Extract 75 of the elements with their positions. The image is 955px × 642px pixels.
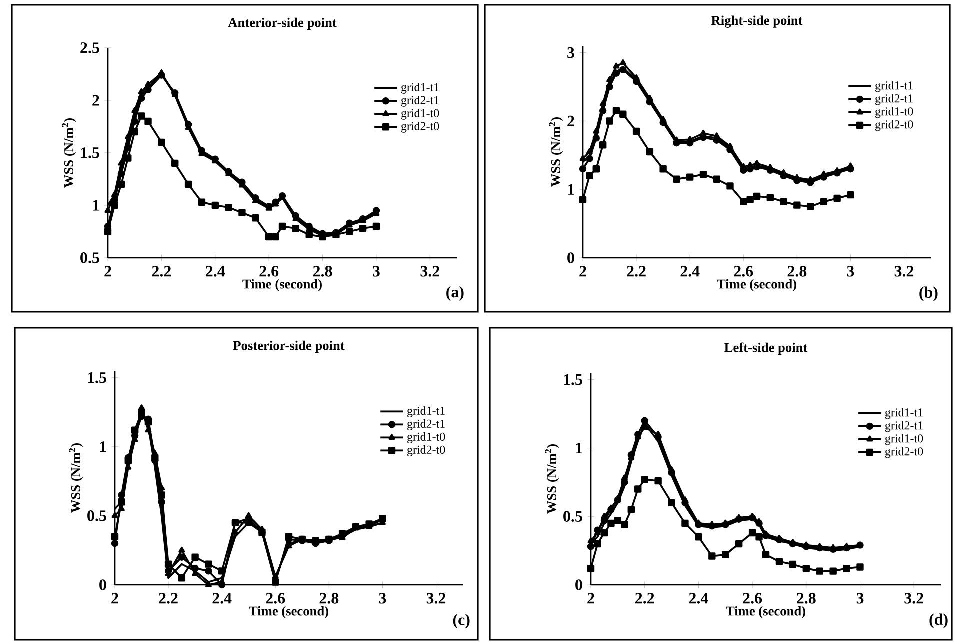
text: (a): [446, 286, 464, 301]
legend-label: grid2-t0: [885, 447, 924, 458]
x-tick-label: 2: [588, 593, 594, 604]
y-axis-title: WSS (N/m$^{2}$): [545, 444, 560, 514]
x-tick-label: 2.4: [680, 266, 700, 277]
legend-label: grid1-t1: [885, 408, 923, 420]
y-tick-label: 2: [568, 116, 574, 127]
x-tick-label: 3: [379, 593, 386, 604]
y-tick-label: 0: [576, 580, 582, 590]
y-tick-label: 0: [100, 580, 106, 590]
y-tick-label: 2.5: [80, 42, 100, 54]
y-axis-title: WSS (N/m$^{2}$): [549, 118, 564, 187]
y-tick-label: 1: [93, 200, 100, 211]
text: (d): [930, 614, 948, 628]
x-tick-label: 2.4: [689, 593, 708, 604]
y-tick-label: 1: [568, 184, 574, 195]
legend-label: grid2-t0: [876, 120, 914, 132]
chart-title: Left-side point: [724, 342, 808, 355]
x-tick-label: 3.2: [426, 593, 446, 604]
legend-label: grid2-t1: [401, 96, 439, 107]
x-axis-title: Time (second): [726, 606, 806, 618]
y-tick-label: 0.5: [564, 511, 582, 522]
x-tick-label: 2.4: [212, 593, 232, 604]
legend-label: grid1-t0: [401, 108, 440, 120]
chart-title: Anterior-side point: [228, 18, 337, 30]
x-axis-title: Time (second): [242, 279, 322, 292]
x-tick-label: 2.2: [636, 593, 654, 604]
legend-label: grid2-t1: [876, 94, 913, 106]
x-tick-label: 3.2: [420, 266, 440, 277]
text: (b): [920, 286, 938, 302]
y-tick-label: 1: [576, 442, 582, 454]
y-tick-label: 0.5: [80, 252, 100, 264]
x-tick-label: 2.2: [152, 266, 172, 277]
legend-label: grid1-t0: [407, 432, 446, 444]
y-tick-label: 3: [568, 47, 574, 58]
x-tick-label: 2.6: [734, 266, 754, 277]
x-tick-label: 3: [856, 593, 864, 604]
y-tick-label: 1.5: [564, 374, 582, 386]
legend-label: grid2-t0: [401, 122, 440, 133]
x-tick-label: 3.2: [904, 593, 924, 604]
x-tick-label: 2.4: [206, 266, 226, 277]
y-axis-title: WSS (N/m$^{2}$): [62, 118, 76, 188]
x-tick-label: 2.6: [743, 593, 762, 604]
legend-label: grid1-t1: [401, 83, 439, 94]
x-tick-label: 2.8: [320, 593, 339, 604]
legend-label: grid1-t0: [885, 434, 924, 446]
y-tick-label: 1: [100, 442, 106, 452]
legend-label: grid2-t1: [407, 420, 445, 430]
x-tick-label: 3.2: [894, 266, 914, 277]
legend-label: grid2-t0: [407, 446, 446, 456]
y-tick-label: 2: [92, 95, 100, 106]
y-axis-title: WSS (N/m$^{2}$): [69, 444, 84, 513]
x-tick-label: 2.8: [797, 593, 816, 604]
chart-title: Posterior-side point: [233, 340, 345, 353]
legend-label: grid1-t0: [876, 107, 914, 118]
x-axis-title: Time (second): [717, 279, 796, 292]
x-tick-label: 2.8: [788, 266, 807, 277]
legend-label: grid1-t1: [876, 81, 913, 92]
x-tick-label: 2.6: [266, 593, 286, 604]
x-tick-label: 2.6: [260, 266, 279, 277]
chart-title: Right-side point: [711, 16, 803, 28]
y-tick-label: 1.5: [88, 372, 106, 384]
x-tick-label: 2: [112, 593, 118, 604]
y-tick-label: 0.5: [88, 510, 106, 522]
y-tick-label: 1.5: [81, 148, 100, 158]
x-axis-title: Time (second): [249, 606, 328, 618]
legend-label: grid1-t1: [407, 406, 445, 418]
x-tick-label: 2.2: [159, 593, 178, 604]
x-tick-label: 3: [373, 266, 380, 277]
legend-label: grid2-t1: [885, 421, 923, 432]
x-tick-label: 2.8: [313, 266, 332, 277]
x-tick-label: 3: [847, 266, 854, 277]
x-tick-label: 2.2: [627, 266, 646, 277]
y-tick-label: 0: [568, 252, 574, 264]
text: (c): [453, 614, 470, 629]
